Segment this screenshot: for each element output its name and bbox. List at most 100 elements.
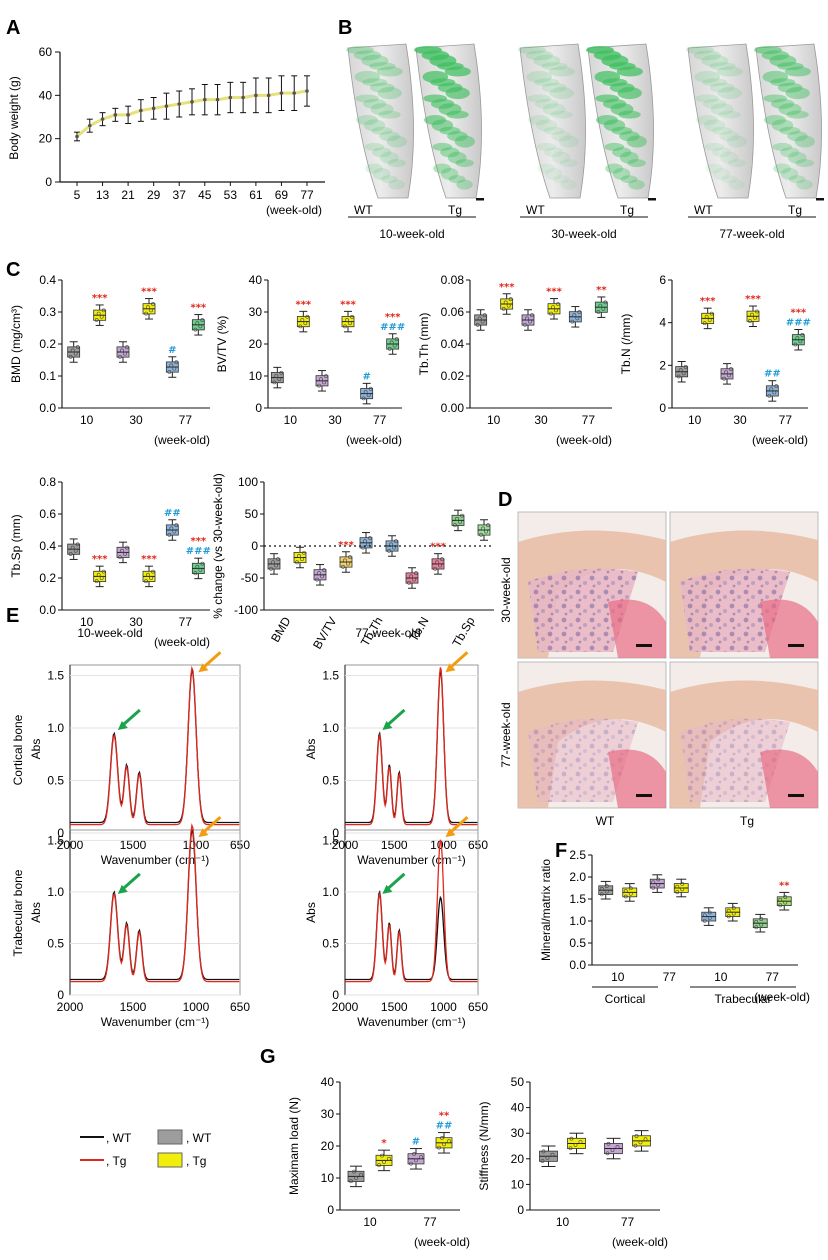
x-tick-label: 77 xyxy=(179,615,193,629)
significance-mark: *** xyxy=(338,540,354,551)
chart-pct-change: -100 -50 0 50 100 % change (vs 30-week-old) BM… xyxy=(211,473,494,652)
data-point xyxy=(748,319,752,323)
series-tg xyxy=(70,665,240,826)
data-point xyxy=(75,542,80,547)
data-point xyxy=(442,1142,446,1147)
cortical-bone-region xyxy=(518,530,666,658)
scale-bar xyxy=(816,198,824,201)
data-point xyxy=(433,566,437,571)
cortical-bone-region xyxy=(670,680,818,808)
significance-mark: ## xyxy=(764,369,781,380)
data-point xyxy=(149,308,153,313)
legend: , WT , Tg , WT , Tg xyxy=(80,1129,212,1168)
data-point xyxy=(447,1139,451,1144)
data-point xyxy=(603,300,608,305)
trabecular-bone-mark xyxy=(380,175,398,184)
marrow-region xyxy=(528,568,638,652)
trabecular-bone-mark xyxy=(528,115,550,125)
x-tick-label: 650 xyxy=(230,1000,250,1014)
x-tick-label: 69 xyxy=(275,188,289,202)
label-tg: Tg xyxy=(448,203,462,217)
plot-frame xyxy=(344,664,479,834)
trabecular-bone-mark xyxy=(605,163,624,174)
data-point xyxy=(409,1161,413,1166)
data-point xyxy=(348,555,352,560)
chart-bmd: 0.0 0.1 0.2 0.3 0.4 BMD (mg/cm³) (week-old) 10 3… xyxy=(9,273,210,447)
trabecular-bone-mark xyxy=(370,103,394,116)
trabecular-bone-mark xyxy=(527,94,552,103)
y-tick-label: 0.8 xyxy=(39,475,56,489)
row-label-30: 30-week-old xyxy=(499,557,513,622)
trabecular-bone-mark xyxy=(560,179,577,190)
label-age: 10-week-old xyxy=(379,227,444,241)
trabecular-bone-mark xyxy=(796,179,813,190)
scale-bar xyxy=(476,198,484,201)
x-tick-label: 77 xyxy=(179,413,193,427)
arrow-phosphate xyxy=(448,651,469,670)
significance-mark: ** xyxy=(779,880,790,891)
x-tick-label: 10 xyxy=(284,413,298,427)
trabecular-bone-mark xyxy=(363,119,386,132)
data-point xyxy=(300,557,304,562)
data-point xyxy=(146,305,150,310)
marrow-region xyxy=(528,718,638,802)
chart-bvtv: 0 10 20 30 40 BV/TV (%) (week-old) 10 30 77 *** ***… xyxy=(215,273,405,447)
data-point xyxy=(525,316,529,321)
data-point xyxy=(73,548,78,553)
data-point xyxy=(754,919,759,924)
data-point xyxy=(87,123,92,128)
trabecular-bone-mark xyxy=(372,147,392,158)
y-tick-label: 1.0 xyxy=(47,885,64,899)
y-tick-label: 0.4 xyxy=(39,273,56,287)
data-point xyxy=(798,339,803,344)
data-point xyxy=(366,542,370,547)
data-point xyxy=(382,1160,386,1164)
y-tick-label: 40 xyxy=(39,88,53,102)
trabecular-bone-mark xyxy=(788,175,806,184)
data-point xyxy=(800,333,805,337)
data-point xyxy=(394,539,398,544)
trabecular-bone-mark xyxy=(365,163,384,174)
data-point xyxy=(569,1136,574,1141)
trabecular-bone-mark xyxy=(719,131,740,142)
data-point xyxy=(702,918,707,923)
data-point xyxy=(125,345,129,350)
data-point xyxy=(322,568,326,572)
data-point xyxy=(482,313,487,318)
y-tick-label: 20 xyxy=(39,132,53,146)
trabecular-bone-mark xyxy=(551,131,572,142)
title-77-week: 77-week-old xyxy=(355,626,420,640)
x-tick-label: 77 xyxy=(300,188,314,202)
x-tick-label: 77 xyxy=(423,1215,437,1229)
trabecular-bone-mark xyxy=(526,70,553,83)
x-tick-label: BV/TV xyxy=(310,615,339,652)
arrow-phosphate xyxy=(448,816,469,835)
data-point xyxy=(528,319,532,324)
x-tick-label: 77 xyxy=(779,413,793,427)
data-point xyxy=(198,324,203,329)
data-point xyxy=(486,523,490,528)
data-point xyxy=(345,318,349,322)
data-point xyxy=(633,1143,638,1148)
trabecular-bone-mark xyxy=(534,98,559,109)
data-point xyxy=(75,134,79,139)
data-point xyxy=(709,311,714,316)
y-tick-label: 0 xyxy=(57,826,64,840)
x-axis-label: (week-old) xyxy=(346,433,402,447)
trabecular-bone-mark xyxy=(720,175,738,184)
legend-box-tg xyxy=(157,1152,183,1168)
trabecular-bone-mark xyxy=(711,126,733,135)
x-tick-label: 10 xyxy=(714,970,728,984)
data-point xyxy=(295,560,299,565)
data-point xyxy=(605,1151,610,1156)
trabecular-bone-mark xyxy=(444,66,471,77)
row-label-trabecular: Trabecular bone xyxy=(11,869,25,956)
cortical-bone-region xyxy=(670,530,818,658)
data-point xyxy=(343,324,347,329)
trabecular-bone-mark xyxy=(379,131,400,142)
data-point xyxy=(414,1158,418,1163)
x-tick-label: 30 xyxy=(733,413,747,427)
data-point xyxy=(479,532,483,537)
y-tick-label: 0.02 xyxy=(441,369,465,383)
data-point xyxy=(174,360,179,365)
